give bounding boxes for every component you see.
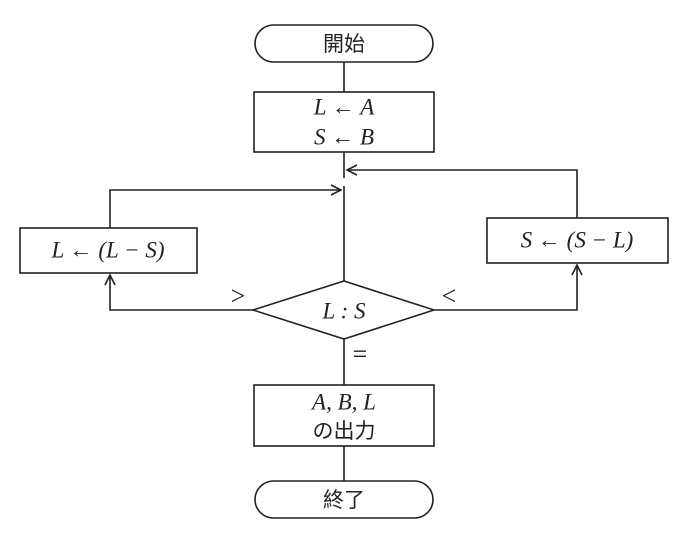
branch-less-label: < xyxy=(442,282,457,311)
init-process-box xyxy=(253,91,435,153)
output-line-1: A, B, L xyxy=(310,390,376,415)
branch-equal-label: = xyxy=(353,340,368,369)
decision-diamond xyxy=(250,280,437,340)
loop-line-left-return xyxy=(109,190,341,228)
output-line-2: の出力 xyxy=(313,419,376,443)
init-line-2: S ← B xyxy=(314,125,374,150)
branch-line-less xyxy=(434,265,577,311)
end-terminal xyxy=(254,480,434,519)
output-process-box xyxy=(253,384,435,447)
loop-line-right-return xyxy=(347,170,578,234)
init-line-1: L ← A xyxy=(313,95,375,120)
right-process-label: S ← (S − L) xyxy=(521,228,634,253)
start-label: 開始 xyxy=(323,32,365,56)
right-process-box xyxy=(486,217,669,264)
branch-line-greater xyxy=(110,275,253,311)
left-process-box xyxy=(19,227,198,274)
left-process-label: L ← (L − S) xyxy=(50,238,164,263)
branch-greater-label: > xyxy=(231,282,246,311)
end-label: 終了 xyxy=(323,488,365,512)
start-terminal xyxy=(254,24,434,63)
decision-label: L : S xyxy=(321,299,366,324)
